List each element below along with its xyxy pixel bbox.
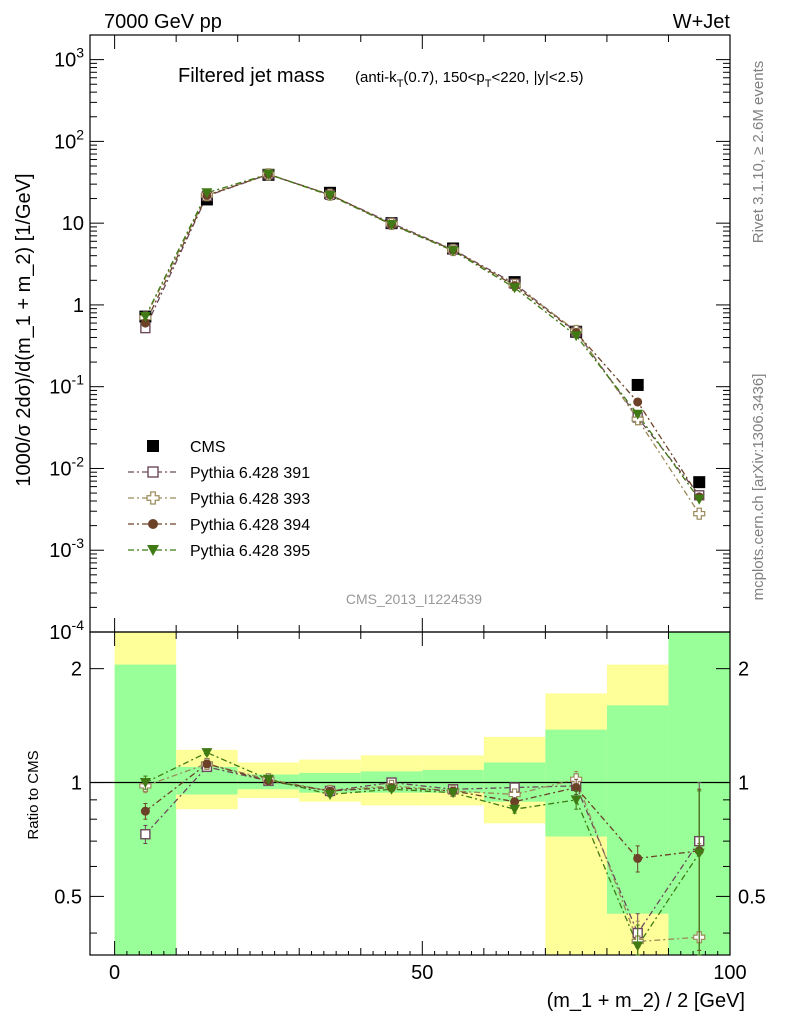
marker-triangle [139,312,151,323]
marker-triangle [632,409,644,420]
ratio-line-p394 [144,763,700,860]
main-y-tick-label: 10-4 [49,617,84,644]
marker-circle [633,397,643,407]
marker-triangle [201,188,213,199]
main-y-axis-label: 1000/σ 2dσ)/d(m_1 + m_2) [1/GeV] [13,173,35,486]
marker-triangle [632,941,644,952]
marker-triangle [262,169,274,180]
main-y-tick-label: 102 [54,126,84,153]
ratio-y-tick-label-right: 2 [738,659,749,681]
main-y-tick-label: 10 [62,213,84,235]
main-plot: 10-4 10-3 10-2 10-1 1 10 102 103 [49,34,731,644]
marker-circle [202,759,212,769]
main-y-tick-label: 103 [54,45,84,72]
ratio-plot: 0.5 0.5 1 1 2 2 0 50 100 [54,631,766,984]
main-y-tick-label: 10-2 [49,453,84,480]
ratio-bands [114,632,730,955]
marker-square-open [147,466,159,478]
series-line-p395 [144,173,700,500]
marker-circle [148,519,158,529]
x-axis-label: (m_1 + m_2) / 2 [GeV] [547,990,745,1012]
ratio-line-p395 [145,751,700,948]
marker-triangle [324,789,336,800]
header-right: W+Jet [673,11,731,33]
marker-square [631,378,644,391]
ratio-y-axis-label: Ratio to CMS [25,750,42,839]
main-y-tick-label: 10-1 [49,372,84,399]
marker-triangle [693,494,705,505]
marker-circle [571,783,581,793]
marker-triangle [139,778,151,789]
main-y-tick-label: 10-3 [49,535,84,562]
marker-circle [140,806,150,816]
header-left: 7000 GeV pp [104,11,222,33]
rivet-label: Rivet 3.1.10, ≥ 2.6M events [750,61,767,244]
marker-triangle [447,788,459,799]
marker-triangle [201,748,213,759]
ratio-line-p391 [144,766,700,935]
series-line-p391 [144,173,700,496]
marker-square [147,440,159,452]
mcplots-label: mcplots.cern.ch [arXiv:1306.3436] [750,374,767,601]
legend-label-p394: Pythia 6.428 394 [190,517,310,534]
marker-triangle [509,804,521,815]
marker-cross-open [693,507,706,520]
marker-square [693,476,706,489]
ratio-y-tick-label: 1 [71,773,82,795]
marker-triangle [386,784,398,795]
legend-label-cms: CMS [190,439,226,456]
ratio-y-tick-label: 0.5 [54,886,82,908]
main-plot-frame [89,34,731,633]
legend-label-p395: Pythia 6.428 395 [190,543,310,560]
marker-circle [510,797,520,807]
marker-triangle [386,220,398,231]
marker-cross-open [146,491,160,505]
marker-circle [633,853,643,863]
plot-subtitle: (anti-kT(0.7), 150<pT<220, |y|<2.5) [355,69,584,90]
band-inner [606,705,669,914]
legend-label-p391: Pythia 6.428 391 [190,465,310,482]
marker-triangle [570,795,582,806]
marker-triangle [509,283,521,294]
x-tick-label: 100 [713,962,746,984]
series-line-p394 [144,173,700,498]
marker-square-open [140,829,151,840]
marker-circle [140,318,150,328]
ratio-line-p393 [145,763,700,943]
marker-triangle [693,848,705,859]
ratio-y-tick-label-right: 0.5 [738,886,766,908]
x-tick-label: 0 [109,962,120,984]
marker-triangle [570,331,582,342]
plot-title: Filtered jet mass [178,65,325,87]
analysis-label: CMS_2013_I1224539 [346,591,482,607]
main-y-tick-label: 1 [73,295,84,317]
marker-triangle [324,190,336,201]
marker-triangle [262,774,274,785]
legend-label-p393: Pythia 6.428 393 [190,491,310,508]
marker-triangle [447,246,459,257]
marker-triangle [147,545,159,556]
series-line-p393 [144,173,700,515]
ratio-y-tick-label-right: 1 [738,773,749,795]
x-tick-label: 50 [411,962,433,984]
ratio-y-tick-label: 2 [71,659,82,681]
legend: CMS Pythia 6.428 391 Pythia 6.428 393 Pythi… [128,439,310,560]
